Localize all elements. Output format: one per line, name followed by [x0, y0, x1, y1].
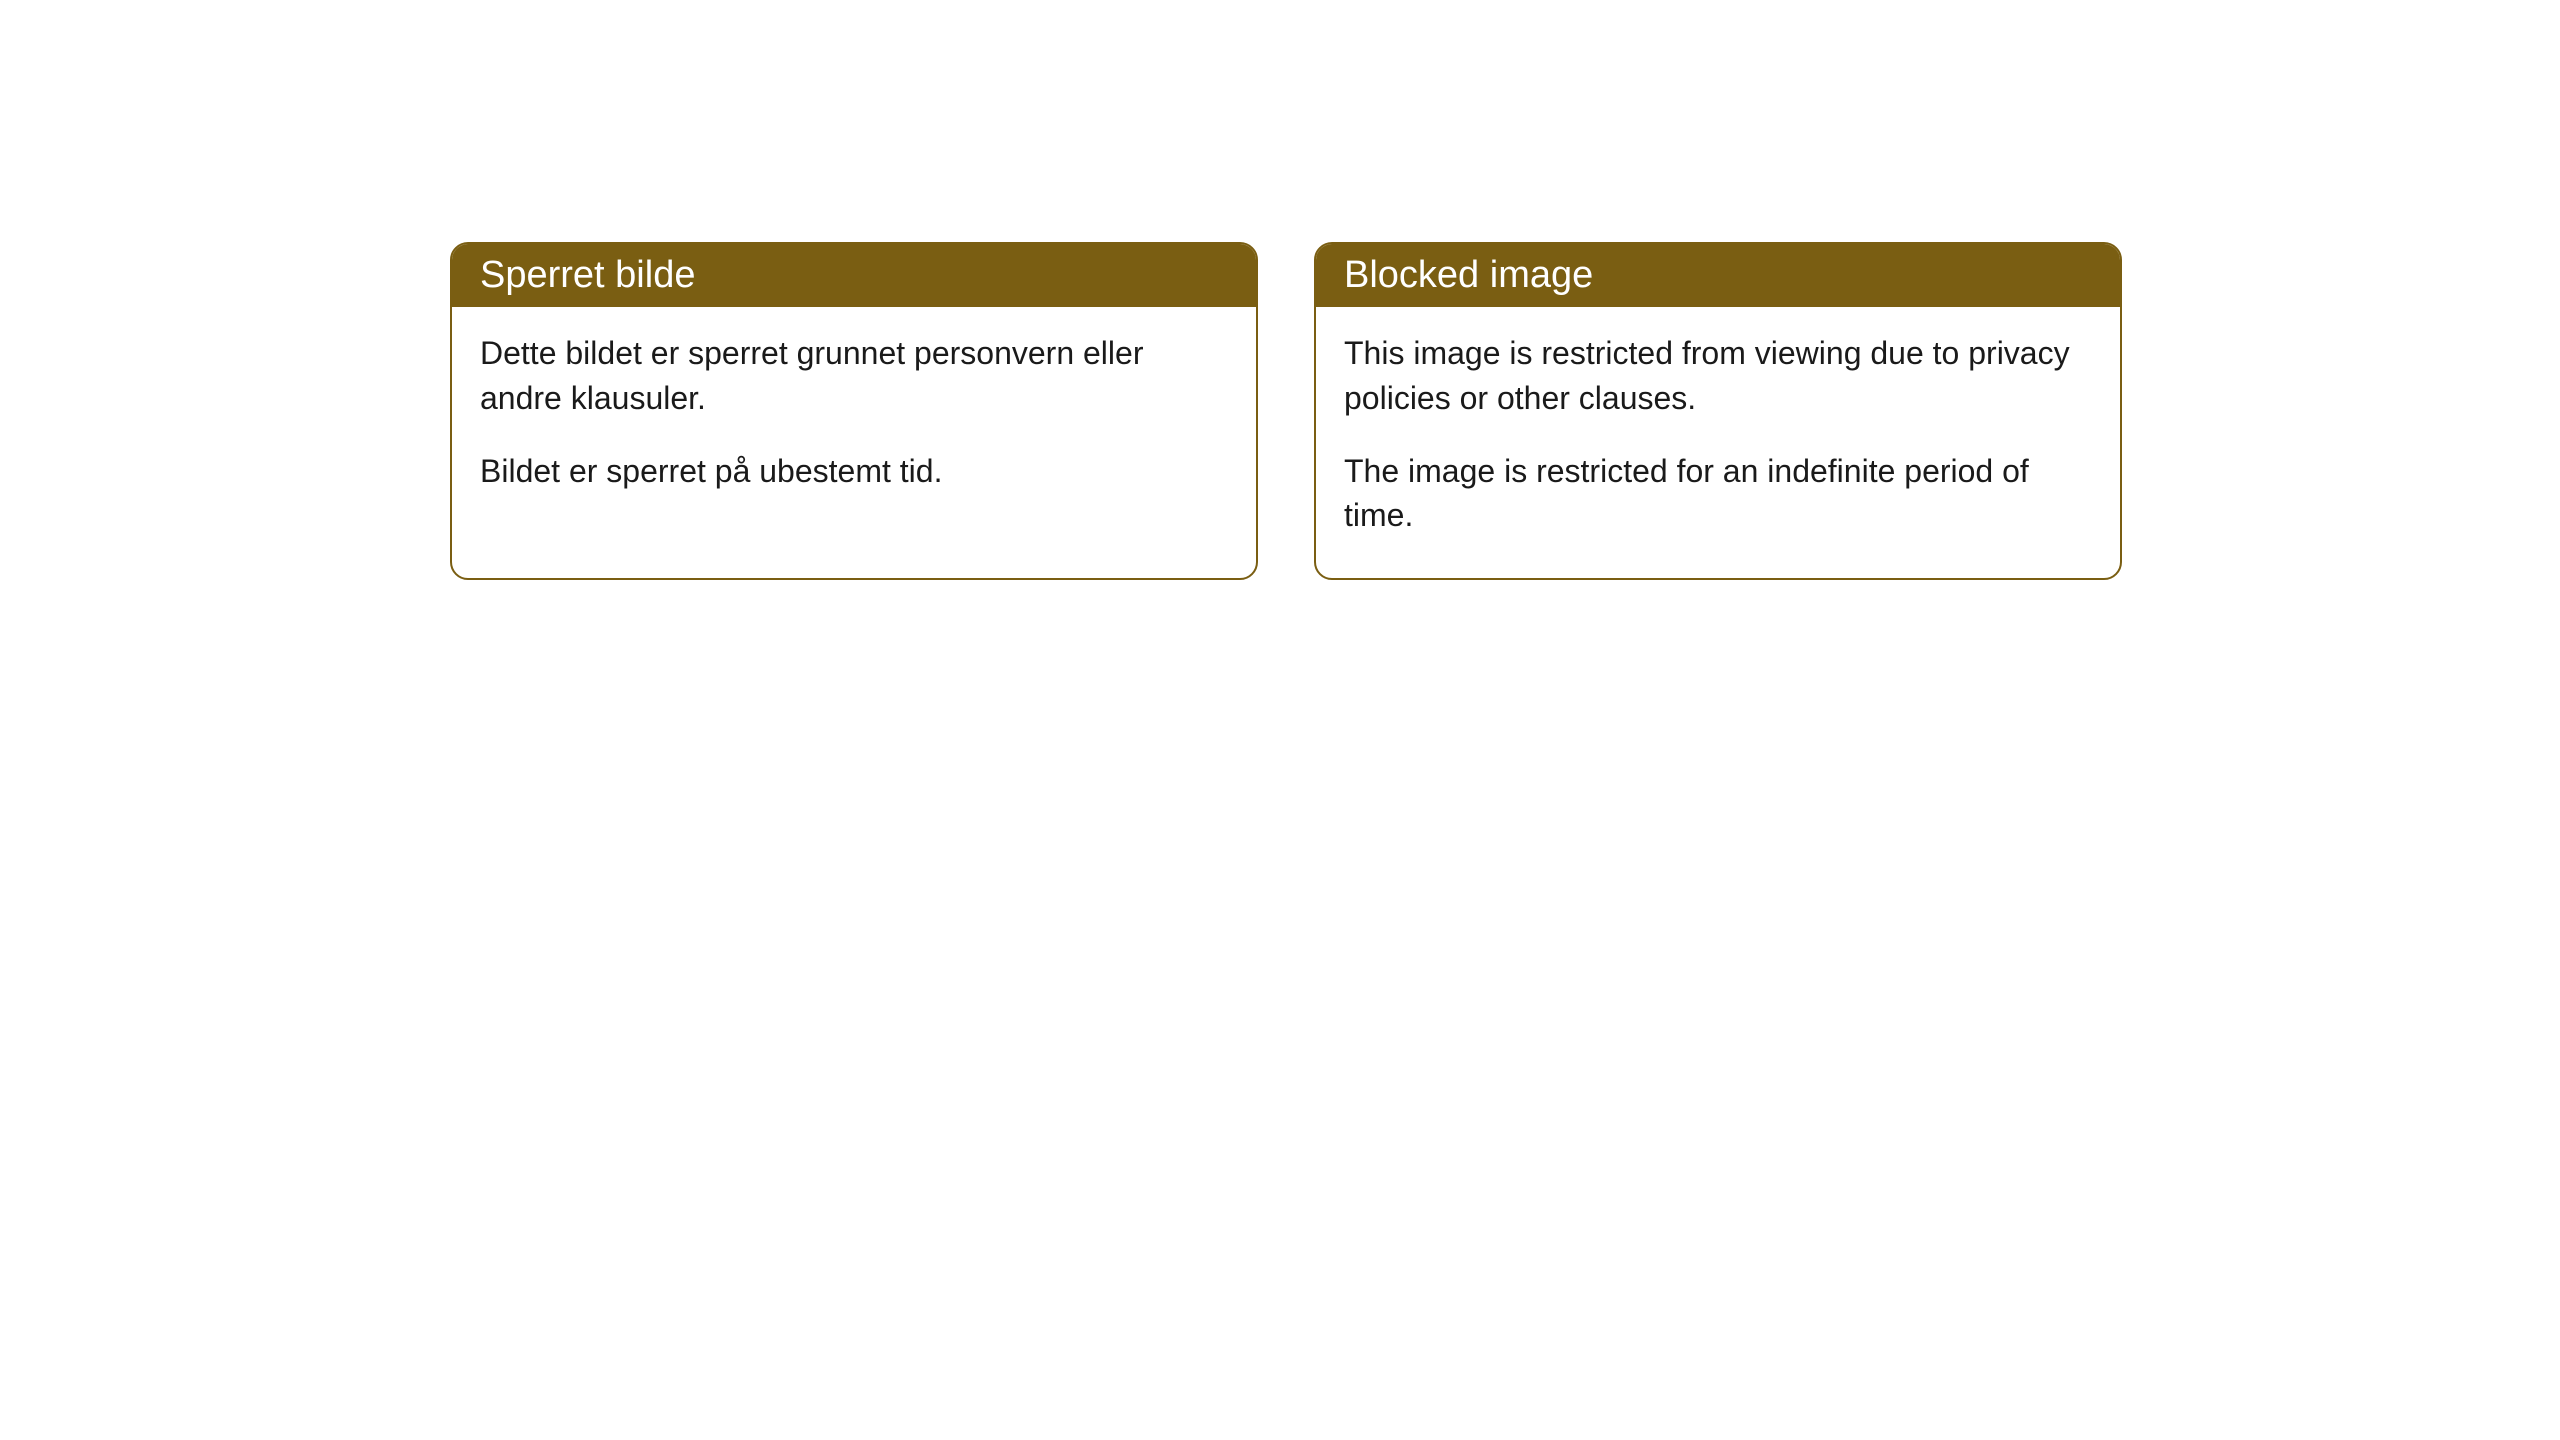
card-header-english: Blocked image — [1316, 244, 2120, 307]
card-paragraph-2-norwegian: Bildet er sperret på ubestemt tid. — [480, 449, 1228, 494]
notice-card-english: Blocked image This image is restricted f… — [1314, 242, 2122, 580]
card-body-english: This image is restricted from viewing du… — [1316, 307, 2120, 578]
card-body-norwegian: Dette bildet er sperret grunnet personve… — [452, 307, 1256, 533]
card-header-norwegian: Sperret bilde — [452, 244, 1256, 307]
card-title-norwegian: Sperret bilde — [480, 254, 695, 296]
card-paragraph-2-english: The image is restricted for an indefinit… — [1344, 449, 2092, 539]
card-paragraph-1-norwegian: Dette bildet er sperret grunnet personve… — [480, 331, 1228, 421]
notice-cards-container: Sperret bilde Dette bildet er sperret gr… — [450, 242, 2122, 580]
card-title-english: Blocked image — [1344, 254, 1593, 296]
card-paragraph-1-english: This image is restricted from viewing du… — [1344, 331, 2092, 421]
notice-card-norwegian: Sperret bilde Dette bildet er sperret gr… — [450, 242, 1258, 580]
